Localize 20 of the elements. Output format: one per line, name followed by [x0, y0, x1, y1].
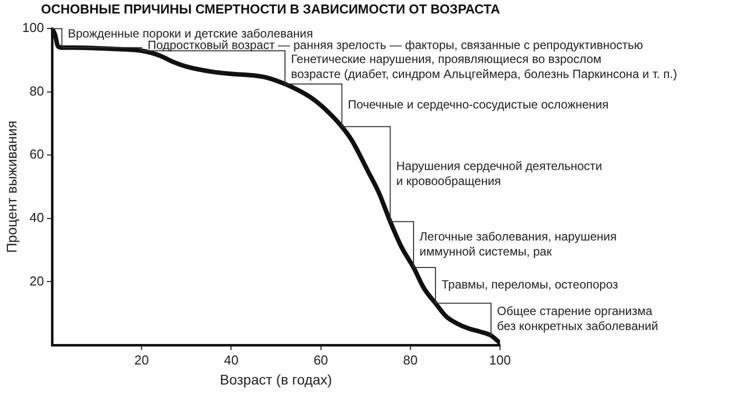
- annotation: Генетические нарушения, проявляющиеся во взрослом возрасте (диабет, синдром Альцгеймера, болезнь Паркинсона и т. п.): [290, 52, 678, 82]
- x-tick-label: 60: [314, 352, 328, 368]
- y-tick-label: 20: [30, 273, 44, 288]
- chart-title: ОСНОВНЫЕ ПРИЧИНЫ СМЕРТНОСТИ В ЗАВИСИМОСТИ ОТ ВОЗРАСТА: [40, 1, 501, 16]
- annotation: Нарушения сердечной деятельности и кровообращения: [396, 158, 602, 188]
- x-tick-label: 80: [403, 352, 418, 368]
- annotation: Травмы, переломы, остеопороз: [441, 278, 619, 292]
- annotation: Общее старение организма без конкретных заболеваний: [497, 304, 658, 334]
- y-tick-label: 60: [30, 146, 44, 162]
- annotation: Врожденные пороки и детские заболевания: [68, 26, 313, 40]
- x-tick-label: 100: [489, 352, 511, 368]
- annotation: Легочные заболевания, нарушения иммунной системы, рак: [420, 229, 617, 258]
- y-axis-title: Процент выживания: [3, 120, 20, 253]
- y-tick-label: 100: [22, 20, 44, 36]
- y-tick-label: 40: [30, 210, 44, 226]
- x-tick-label: 20: [134, 352, 149, 368]
- x-tick-label: 40: [224, 352, 238, 368]
- y-tick-label: 80: [30, 83, 44, 98]
- x-axis-title: Возраст (в годах): [220, 371, 332, 388]
- annotation: Почечные и сердечно-сосудистые осложнения: [348, 98, 609, 112]
